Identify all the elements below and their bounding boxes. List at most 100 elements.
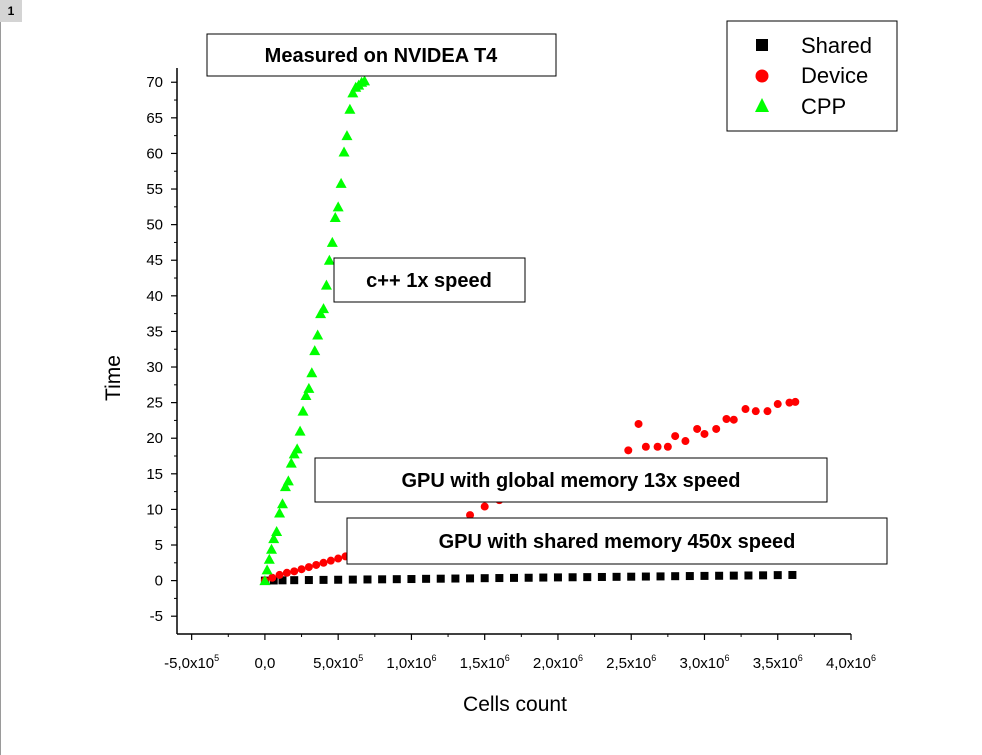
device-point: [773, 400, 782, 409]
y-tick-label: 25: [146, 395, 163, 412]
cpp-point: [282, 475, 294, 486]
device-point: [681, 437, 690, 446]
x-tick-label: 0,0: [254, 655, 275, 672]
shared-point: [539, 573, 548, 582]
shared-point: [392, 575, 401, 584]
device-point: [304, 563, 313, 572]
annotation-shared-memory-text: GPU with shared memory 450x speed: [439, 531, 796, 553]
device-point: [268, 573, 277, 582]
device-point: [275, 570, 284, 579]
cpp-point: [285, 457, 297, 468]
device-point: [319, 558, 328, 567]
annotation-measured: Measured on NVIDEA T4: [206, 33, 557, 77]
cpp-point: [323, 254, 335, 265]
y-tick-label: 30: [146, 359, 163, 376]
cpp-point: [320, 279, 332, 290]
device-point: [722, 414, 731, 423]
legend-label-device: Device: [801, 63, 868, 88]
device-point: [791, 397, 800, 406]
x-tick-label: 4,0x106: [826, 653, 876, 672]
shared-point: [759, 571, 768, 580]
x-tick-label: 2,5x106: [606, 653, 656, 672]
page-number-tab: 1: [0, 0, 22, 22]
y-tick-label: 20: [146, 430, 163, 447]
cpp-point: [326, 236, 338, 247]
device-point: [763, 407, 772, 416]
device-point: [312, 560, 321, 569]
device-point: [466, 511, 475, 520]
cpp-point: [263, 553, 275, 564]
shared-point: [671, 572, 680, 581]
device-point: [334, 554, 343, 563]
device-point: [785, 398, 794, 407]
cpp-point: [291, 443, 303, 454]
shared-point: [612, 572, 621, 581]
device-point: [634, 419, 643, 428]
x-axis-title: Cells count: [463, 693, 567, 716]
legend-label-cpp: CPP: [801, 94, 846, 119]
cpp-point: [332, 201, 344, 212]
shared-point: [744, 571, 753, 580]
legend-item-cpp: CPP: [755, 94, 846, 119]
legend-circle-marker: [755, 69, 769, 83]
device-point: [290, 567, 299, 576]
shared-point: [290, 576, 299, 585]
shared-point: [685, 572, 694, 581]
shared-point: [319, 575, 328, 584]
shared-point: [715, 571, 724, 580]
annotation-cpp-text: c++ 1x speed: [366, 270, 492, 292]
shared-point: [583, 573, 592, 582]
y-tick-label: 65: [146, 110, 163, 127]
device-point: [741, 405, 750, 414]
x-tick-label: 1,0x106: [386, 653, 436, 672]
cpp-point: [279, 481, 291, 492]
shared-point: [304, 576, 313, 585]
cpp-point: [300, 389, 312, 400]
y-tick-label: 10: [146, 501, 163, 518]
y-tick-label: 45: [146, 252, 163, 269]
cpp-point: [318, 303, 330, 314]
legend-item-device: Device: [755, 63, 868, 88]
shared-point: [466, 574, 475, 583]
y-tick-label: 15: [146, 466, 163, 483]
shared-point: [510, 573, 518, 582]
cpp-point: [271, 525, 283, 536]
device-point: [712, 424, 721, 433]
device-point: [297, 565, 306, 574]
shared-point: [363, 575, 372, 584]
y-tick-label: 50: [146, 217, 163, 234]
cpp-point: [335, 177, 347, 188]
legend-triangle-marker: [755, 98, 769, 112]
y-axis-title: Time: [102, 355, 125, 401]
shared-point: [451, 574, 460, 583]
cpp-point: [261, 564, 273, 575]
shared-point: [773, 571, 782, 580]
device-point: [729, 415, 738, 424]
shared-point: [480, 574, 489, 583]
y-tick-label: 55: [146, 181, 163, 198]
shared-point: [627, 572, 636, 581]
legend-square-marker: [756, 39, 768, 51]
legend-box: [726, 20, 898, 132]
y-tick-label: -5: [150, 608, 163, 625]
device-point: [751, 407, 760, 416]
annotation-measured-text: Measured on NVIDEA T4: [265, 45, 499, 67]
cpp-point: [259, 575, 271, 586]
cpp-point: [329, 212, 341, 223]
y-tick-label: 70: [146, 74, 163, 91]
device-point: [624, 446, 633, 455]
annotation-global-memory-text: GPU with global memory 13x speed: [402, 470, 741, 492]
shared-point: [334, 575, 343, 584]
cpp-point: [306, 367, 318, 378]
y-tick-label: 35: [146, 323, 163, 340]
shared-point: [553, 573, 562, 582]
y-tick-label: 60: [146, 145, 163, 162]
device-point: [326, 556, 335, 565]
shared-point: [641, 572, 650, 581]
x-tick-label: 5,0x105: [313, 653, 363, 672]
shared-point: [278, 576, 287, 585]
cpp-point: [276, 498, 288, 509]
cpp-point: [303, 382, 315, 393]
cpp-point: [268, 533, 280, 544]
device-point: [693, 424, 702, 433]
